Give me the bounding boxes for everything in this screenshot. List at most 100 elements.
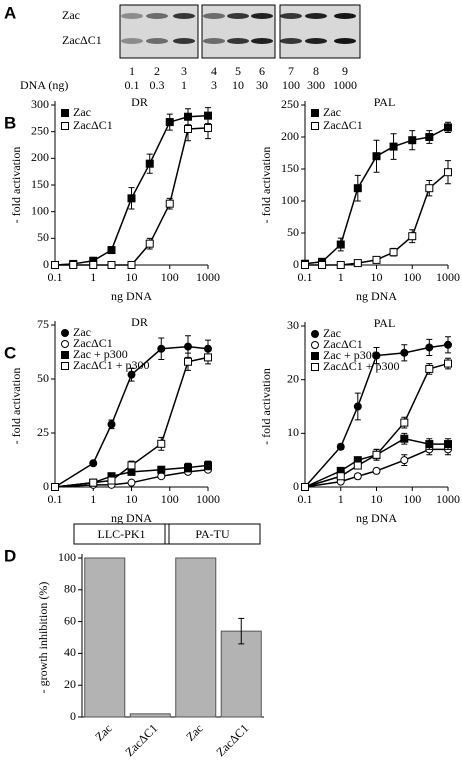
dna-amount: 1000 (333, 78, 357, 92)
marker (425, 364, 434, 373)
blot-band (227, 38, 249, 44)
group-label: LLC-PK1 (98, 527, 146, 541)
marker (389, 142, 398, 151)
y-tick-label: 0 (70, 709, 76, 723)
marker (408, 136, 417, 145)
lane-number: 3 (181, 64, 187, 78)
marker (61, 362, 69, 370)
error-bar (238, 617, 245, 645)
marker (311, 341, 319, 349)
marker (311, 122, 319, 130)
lane-number: 5 (235, 64, 241, 78)
marker (444, 340, 452, 349)
bar (175, 557, 217, 718)
blot-band (121, 13, 143, 19)
y-tick-label: 20 (287, 371, 299, 385)
legend-label: ZacΔC1 + p300 (323, 359, 399, 373)
marker (157, 439, 166, 448)
x-tick-label: 100 (161, 270, 179, 284)
y-tick-label: 100 (281, 193, 299, 207)
y-tick-label: 150 (281, 161, 299, 175)
y-tick-label: 10 (287, 425, 299, 439)
marker (311, 109, 319, 117)
marker (127, 461, 136, 470)
marker (336, 442, 345, 451)
marker (311, 330, 319, 338)
blot-row-label: ZacΔC1 (62, 33, 102, 47)
y-axis-label: - fold activation (259, 147, 273, 224)
chart-title: PAL (374, 95, 396, 109)
x-tick-label: 100 (403, 270, 421, 284)
marker (107, 246, 116, 255)
blot-band (280, 38, 302, 44)
blot-band (173, 13, 195, 19)
lane-number: 4 (211, 64, 217, 78)
group-box (164, 523, 261, 545)
marker (372, 152, 381, 161)
blot-band (334, 38, 356, 44)
marker (353, 259, 362, 268)
panel-label: B (4, 113, 16, 132)
x-tick-label: 10 (371, 492, 383, 506)
blot-band (305, 13, 327, 19)
marker (145, 239, 154, 248)
lane-number: 6 (259, 64, 265, 78)
marker (127, 370, 136, 379)
legend-label: ZacΔC1 (323, 118, 363, 132)
marker (61, 340, 69, 348)
marker (425, 184, 434, 193)
x-axis-label: ng DNA (356, 289, 397, 303)
marker (157, 472, 166, 481)
y-tick-label: 200 (281, 129, 299, 143)
marker (353, 402, 362, 411)
dna-amount: 100 (282, 78, 300, 92)
y-tick-label: 250 (31, 123, 49, 137)
y-tick-label: 50 (37, 230, 49, 244)
x-tick-label: 0.1 (298, 492, 313, 506)
marker (311, 352, 319, 360)
marker (127, 478, 136, 487)
x-tick-label: 100 (161, 492, 179, 506)
x-tick-label: Zac (183, 721, 206, 744)
chart-title: PAL (374, 316, 396, 330)
dna-amount: 30 (256, 78, 268, 92)
blot-row-label: Zac (62, 8, 80, 22)
marker (69, 261, 78, 269)
panel-label: D (4, 546, 16, 565)
lane-number: 7 (288, 64, 294, 78)
legend-label: ZacΔC1 (73, 336, 113, 350)
legend-label: Zac (323, 326, 341, 340)
bar (220, 630, 262, 718)
marker (336, 472, 345, 481)
marker (301, 483, 309, 491)
marker (204, 461, 212, 470)
group-label: PA-TU (195, 527, 230, 541)
marker (336, 240, 345, 249)
x-tick-label: 0.1 (298, 270, 313, 284)
x-tick-label: ZacΔC1 (122, 721, 160, 759)
marker (61, 351, 69, 359)
marker (353, 472, 362, 481)
lane-number: 8 (313, 64, 319, 78)
chart-title: DR (131, 315, 148, 329)
legend-label: Zac (73, 105, 91, 119)
dna-amount: 0.3 (150, 78, 165, 92)
y-tick-label: 0 (43, 479, 49, 493)
x-tick-label: 1000 (196, 492, 220, 506)
marker (336, 261, 345, 269)
bar (129, 713, 171, 718)
dna-amount: 0.1 (125, 78, 140, 92)
y-tick-label: 60 (64, 613, 76, 627)
marker (183, 357, 192, 366)
marker (353, 184, 362, 193)
y-tick-label: 80 (64, 582, 76, 596)
bar (84, 557, 126, 718)
lane-number: 2 (154, 64, 160, 78)
marker (444, 168, 452, 177)
marker (183, 342, 192, 351)
marker (157, 465, 166, 474)
marker (425, 440, 434, 449)
marker (127, 261, 136, 269)
y-tick-label: 0 (293, 479, 299, 493)
